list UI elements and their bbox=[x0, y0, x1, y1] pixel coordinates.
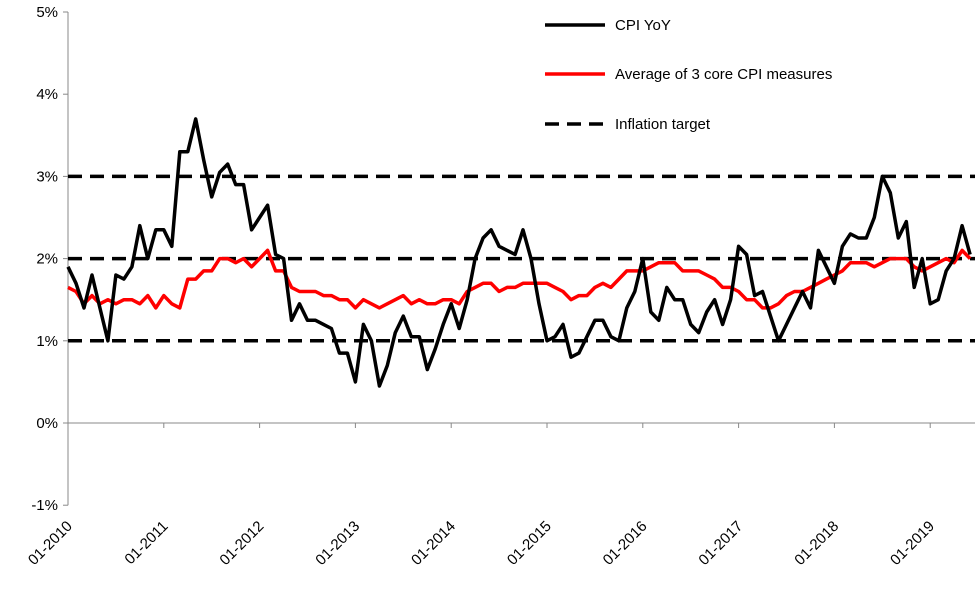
x-tick-label: 01-2018 bbox=[791, 518, 842, 569]
x-tick-label: 01-2019 bbox=[887, 518, 938, 569]
y-tick-label: 1% bbox=[36, 333, 58, 350]
x-tick-label: 01-2016 bbox=[600, 518, 651, 569]
x-tick-label: 01-2011 bbox=[121, 518, 171, 568]
x-tick-label: 01-2015 bbox=[504, 518, 555, 569]
x-tick-label: 01-2010 bbox=[25, 518, 76, 569]
legend-label-cpi-yoy: CPI YoY bbox=[615, 17, 671, 34]
y-axis: -1% 0% 1% 2% 3% 4% 5% bbox=[31, 4, 69, 514]
core-cpi-average-line bbox=[67, 248, 972, 310]
y-tick-label: 3% bbox=[36, 168, 58, 185]
x-tick-label: 01-2012 bbox=[216, 518, 267, 569]
y-tick-label: 4% bbox=[36, 86, 58, 103]
legend-label-core-cpi: Average of 3 core CPI measures bbox=[615, 66, 832, 83]
x-axis: 01-2010 01-2011 01-2012 01-2013 01-2014 01-20… bbox=[25, 422, 975, 569]
y-tick-label: 0% bbox=[36, 415, 58, 432]
legend-label-inflation-target: Inflation target bbox=[615, 116, 711, 133]
x-tick-label: 01-2017 bbox=[695, 518, 746, 569]
x-tick-label: 01-2013 bbox=[312, 518, 363, 569]
legend: CPI YoY Average of 3 core CPI measures I… bbox=[545, 17, 832, 133]
y-tick-label: -1% bbox=[31, 497, 58, 514]
y-tick-label: 5% bbox=[36, 4, 58, 21]
y-tick-label: 2% bbox=[36, 251, 58, 268]
cpi-yoy-line bbox=[66, 117, 972, 388]
x-tick-label: 01-2014 bbox=[408, 518, 459, 569]
series-lines bbox=[66, 117, 972, 388]
